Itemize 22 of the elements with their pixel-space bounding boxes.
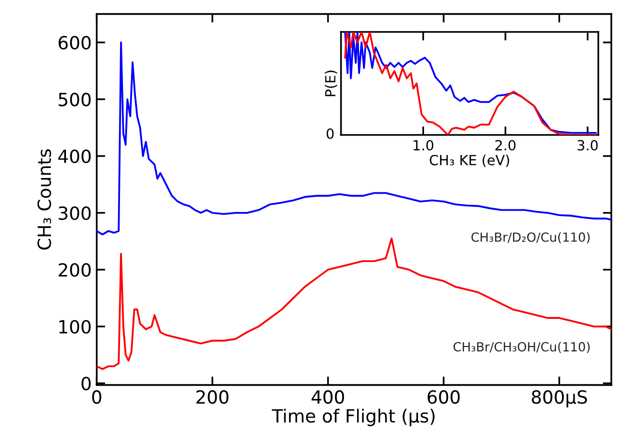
y-tick-label: 600: [58, 36, 91, 50]
y-tick-label: 300: [58, 206, 91, 220]
y-tick-label: 500: [58, 92, 91, 106]
x-tick-label: 600: [428, 390, 460, 404]
x-tick-label: 200: [196, 390, 228, 404]
x-axis-title: CH₃ KE (eV): [430, 154, 510, 167]
x-axis-title: Time of Flight (μs): [272, 408, 435, 426]
y-tick-label: 200: [58, 263, 91, 277]
x-tick-label: 0: [92, 390, 102, 404]
y-axis-title: CH₃ Counts: [37, 149, 52, 250]
y-axis-title: P(E): [324, 70, 338, 96]
annotation: 0: [326, 128, 334, 139]
series-label: CH₃Br/CH₃OH/Cu(110): [454, 342, 590, 353]
x-tick-label: 2.0: [495, 140, 516, 151]
y-tick-label: 0: [82, 376, 91, 390]
y-tick-label: 400: [58, 150, 91, 164]
x-tick-label: 400: [312, 390, 344, 404]
y-tick-label: 100: [59, 320, 91, 334]
x-tick-label: 3.0: [578, 140, 598, 151]
x-tick-label: 1.0: [414, 140, 434, 151]
x-tick-label: 800μS: [532, 390, 587, 408]
series-label: CH₃Br/D₂O/Cu(110): [471, 232, 590, 244]
